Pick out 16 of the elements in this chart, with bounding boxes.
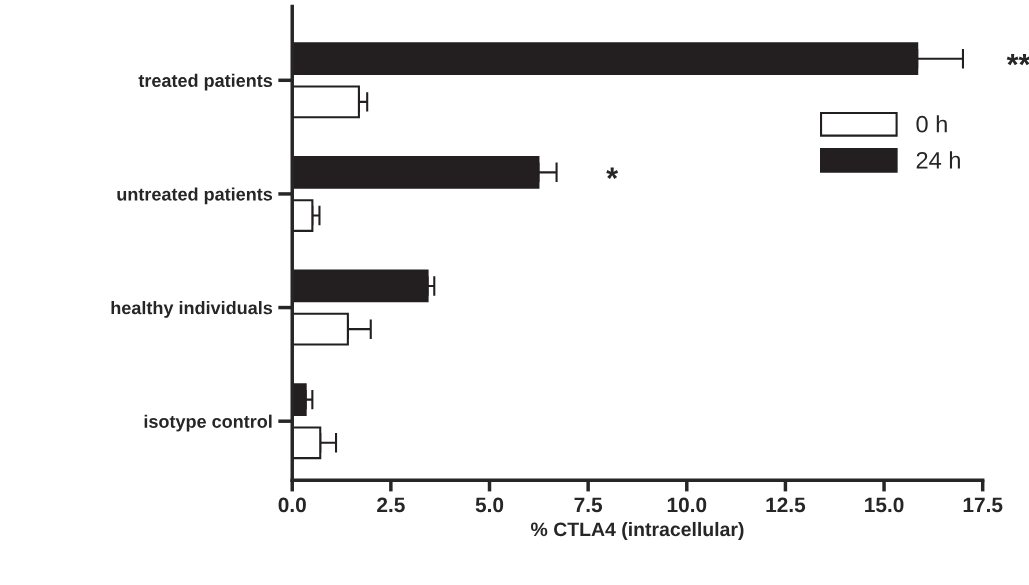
y-tick-label: untreated patients	[117, 187, 273, 205]
x-tick-label: 15.0	[865, 497, 904, 513]
x-tick-label: 7.5	[574, 497, 603, 513]
y-tick-label: treated patients	[138, 73, 273, 91]
legend-label: 24 h	[916, 151, 960, 169]
y-tick-label: isotype control	[144, 414, 272, 432]
x-tick-label: 17.5	[963, 497, 1003, 513]
x-tick-label: 0.0	[278, 497, 306, 513]
annotation: *	[606, 167, 619, 179]
x-tick-label: 2.5	[377, 497, 405, 513]
x-tick-label: 12.5	[766, 497, 806, 513]
y-tick-label: healthy individuals	[111, 301, 273, 318]
x-tick-label: 10.0	[667, 497, 707, 513]
x-axis-title: % CTLA4 (intracellular)	[530, 521, 744, 541]
x-tick-label: 5.0	[475, 497, 504, 513]
legend-label: 0 h	[916, 115, 947, 133]
